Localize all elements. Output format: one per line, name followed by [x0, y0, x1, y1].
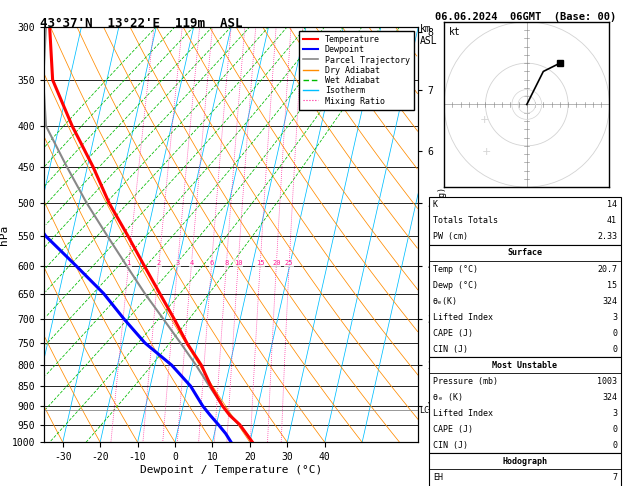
Text: EH: EH — [433, 473, 443, 482]
Text: 20.7: 20.7 — [597, 264, 617, 274]
Text: 2: 2 — [157, 260, 161, 266]
Text: 3: 3 — [175, 260, 180, 266]
Legend: Temperature, Dewpoint, Parcel Trajectory, Dry Adiabat, Wet Adiabat, Isotherm, Mi: Temperature, Dewpoint, Parcel Trajectory… — [299, 31, 414, 110]
Y-axis label: hPa: hPa — [0, 225, 9, 244]
Text: 2.33: 2.33 — [597, 232, 617, 242]
Text: 0: 0 — [612, 441, 617, 450]
Text: 41: 41 — [607, 216, 617, 226]
Text: 43°37'N  13°22'E  119m  ASL: 43°37'N 13°22'E 119m ASL — [40, 17, 243, 30]
Text: 15: 15 — [256, 260, 265, 266]
Text: PW (cm): PW (cm) — [433, 232, 468, 242]
Text: 0: 0 — [612, 329, 617, 338]
Text: 3: 3 — [612, 312, 617, 322]
Text: CIN (J): CIN (J) — [433, 441, 468, 450]
Text: LCL: LCL — [420, 406, 435, 415]
Text: Mixing Ratio (g/kg): Mixing Ratio (g/kg) — [438, 187, 447, 282]
Text: 8: 8 — [225, 260, 228, 266]
Text: 10: 10 — [234, 260, 242, 266]
Text: 15: 15 — [607, 280, 617, 290]
Text: 1003: 1003 — [597, 377, 617, 386]
Text: +: + — [479, 115, 489, 125]
Text: 25: 25 — [285, 260, 294, 266]
X-axis label: Dewpoint / Temperature (°C): Dewpoint / Temperature (°C) — [140, 465, 322, 475]
Text: 20: 20 — [272, 260, 281, 266]
Text: Dewp (°C): Dewp (°C) — [433, 280, 478, 290]
Text: Lifted Index: Lifted Index — [433, 409, 493, 418]
Text: +: + — [482, 147, 492, 157]
Text: CAPE (J): CAPE (J) — [433, 329, 473, 338]
Text: 3: 3 — [612, 409, 617, 418]
Text: 06.06.2024  06GMT  (Base: 00): 06.06.2024 06GMT (Base: 00) — [435, 12, 616, 22]
Text: CIN (J): CIN (J) — [433, 345, 468, 354]
Text: 0: 0 — [612, 345, 617, 354]
Text: 6: 6 — [209, 260, 214, 266]
Text: Temp (°C): Temp (°C) — [433, 264, 478, 274]
Text: 324: 324 — [602, 296, 617, 306]
Text: Lifted Index: Lifted Index — [433, 312, 493, 322]
Text: θₑ(K): θₑ(K) — [433, 296, 458, 306]
Text: 1: 1 — [126, 260, 131, 266]
Text: Most Unstable: Most Unstable — [493, 361, 557, 370]
Text: 4: 4 — [189, 260, 194, 266]
Text: θₑ (K): θₑ (K) — [433, 393, 463, 402]
Text: 324: 324 — [602, 393, 617, 402]
Text: km
ASL: km ASL — [420, 24, 437, 46]
Text: 0: 0 — [612, 425, 617, 434]
Text: Totals Totals: Totals Totals — [433, 216, 498, 226]
Text: kt: kt — [449, 27, 461, 37]
Text: CAPE (J): CAPE (J) — [433, 425, 473, 434]
Text: Hodograph: Hodograph — [503, 457, 547, 466]
Text: K: K — [433, 200, 438, 209]
Text: 7: 7 — [612, 473, 617, 482]
Text: Pressure (mb): Pressure (mb) — [433, 377, 498, 386]
Text: Surface: Surface — [508, 248, 542, 258]
Text: 14: 14 — [607, 200, 617, 209]
